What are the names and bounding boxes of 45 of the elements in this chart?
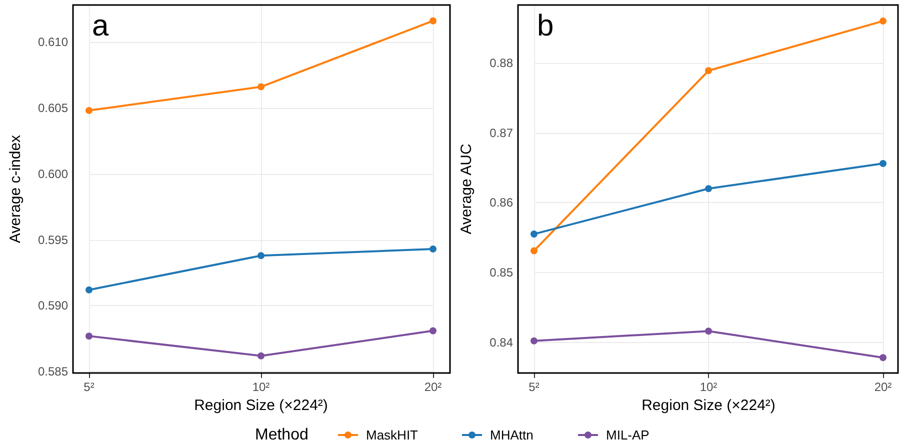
legend-label: MaskHIT	[366, 428, 418, 442]
x-tick-label: 10²	[700, 380, 718, 394]
y-tick-label: 0.84	[490, 335, 514, 350]
y-tick-label: 0.88	[490, 56, 514, 70]
y-axis-title: Average AUC	[458, 144, 475, 234]
y-tick-label: 0.590	[38, 298, 68, 313]
legend-label: MHAttn	[490, 428, 534, 442]
x-tick-label: 20²	[874, 380, 892, 394]
y-axis-title: Average c-index	[7, 134, 24, 244]
point	[86, 332, 92, 340]
point	[258, 252, 264, 260]
legend-label: MIL-AP	[606, 428, 650, 442]
y-tick-label: 0.86	[490, 196, 514, 210]
y-tick-label: 0.585	[38, 364, 68, 379]
point	[880, 160, 886, 168]
point	[705, 328, 712, 335]
point	[530, 337, 538, 344]
point	[530, 247, 538, 254]
y-tick-label: 0.610	[38, 34, 68, 49]
y-tick-label: 0.605	[38, 100, 68, 115]
point	[705, 185, 712, 192]
point	[258, 352, 264, 360]
x-axis-title: Region Size (×224²)	[194, 396, 328, 414]
point	[880, 354, 886, 362]
chart-title: b	[537, 10, 554, 42]
y-tick-label: 0.595	[38, 232, 68, 247]
x-axis-title: Region Size (×224²)	[642, 396, 776, 414]
chart-title: a	[92, 10, 109, 42]
x-tick-label: 10²	[252, 380, 270, 394]
legend-title: Method	[255, 426, 308, 444]
point	[86, 286, 92, 294]
y-tick-label: 0.600	[38, 166, 68, 181]
x-tick-label: 5²	[84, 380, 94, 394]
point	[530, 230, 538, 238]
point	[258, 83, 264, 90]
point	[705, 67, 712, 74]
point	[880, 18, 886, 25]
point	[430, 327, 436, 334]
x-tick-label: 20²	[424, 380, 442, 394]
point	[430, 17, 436, 24]
point	[430, 246, 436, 253]
point	[86, 107, 92, 114]
y-tick-label: 0.87	[490, 126, 514, 140]
x-tick-label: 5²	[528, 380, 540, 394]
y-tick-label: 0.85	[490, 265, 514, 280]
